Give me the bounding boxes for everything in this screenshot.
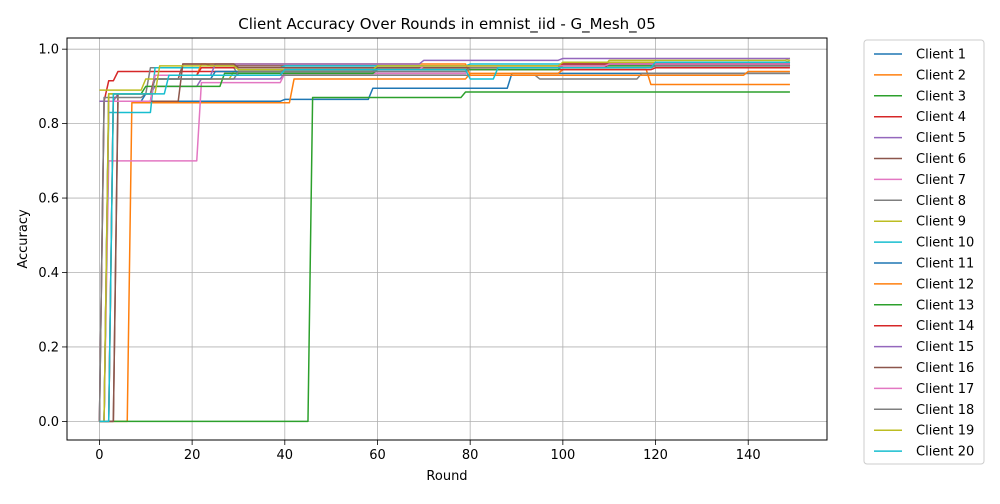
y-axis-ticks: 0.0 0.2 0.4 0.6 0.8 1.0 <box>38 43 67 430</box>
plot-frame <box>66 37 828 441</box>
legend-entry-label: Client 17 <box>916 382 974 397</box>
legend-entry-label: Client 5 <box>916 131 966 146</box>
legend-entry-label: Client 14 <box>916 319 974 334</box>
series-line-client-3 <box>99 91 790 423</box>
chart-title: Client Accuracy Over Rounds in emnist_ii… <box>238 15 656 34</box>
legend-entry-label: Client 20 <box>916 445 974 460</box>
legend-entry-label: Client 3 <box>916 89 966 104</box>
legend-entry-label: Client 6 <box>916 152 966 167</box>
x-axis-ticks: 0 20 40 60 80 100 120 140 <box>95 440 761 463</box>
series-line-client-19 <box>99 59 791 423</box>
x-tick-label: 60 <box>369 448 386 463</box>
legend-box <box>863 39 985 465</box>
y-tick-label: 0.0 <box>38 415 59 430</box>
legend-entry-label: Client 10 <box>916 236 974 251</box>
x-axis-label: Round <box>426 469 467 484</box>
legend-entry-label: Client 12 <box>916 277 974 292</box>
legend-entry-label: Client 13 <box>916 298 974 313</box>
x-tick-label: 140 <box>736 448 761 463</box>
legend-entry-label: Client 18 <box>916 403 974 418</box>
x-tick-label: 80 <box>462 448 479 463</box>
x-tick-label: 100 <box>550 448 575 463</box>
legend-entry-label: Client 2 <box>916 68 966 83</box>
plot-area <box>98 57 791 423</box>
x-tick-label: 40 <box>277 448 294 463</box>
legend-entry-label: Client 8 <box>916 194 966 209</box>
y-tick-label: 0.2 <box>38 340 59 355</box>
legend-entry-label: Client 16 <box>916 361 974 376</box>
series-line-client-2 <box>99 68 790 423</box>
legend-entry-label: Client 9 <box>916 215 966 230</box>
legend-entry-label: Client 4 <box>916 110 966 125</box>
y-axis-label: Accuracy <box>16 209 31 269</box>
legend-entry-label: Client 1 <box>916 48 966 63</box>
x-tick-label: 120 <box>643 448 668 463</box>
legend-entry-label: Client 19 <box>916 424 974 439</box>
legend-entry-label: Client 7 <box>916 173 966 188</box>
legend-entry-label: Client 15 <box>916 340 974 355</box>
y-tick-label: 1.0 <box>38 43 59 58</box>
y-tick-label: 0.4 <box>38 266 59 281</box>
legend-entry-label: Client 11 <box>916 257 974 272</box>
legend: Client 1 Client 2 Client 3 Client 4 Client 5… <box>863 39 985 465</box>
y-tick-label: 0.6 <box>38 192 59 207</box>
x-tick-label: 20 <box>184 448 201 463</box>
series-line-client-20 <box>99 61 790 423</box>
y-tick-label: 0.8 <box>38 117 59 132</box>
x-tick-label: 0 <box>95 448 103 463</box>
